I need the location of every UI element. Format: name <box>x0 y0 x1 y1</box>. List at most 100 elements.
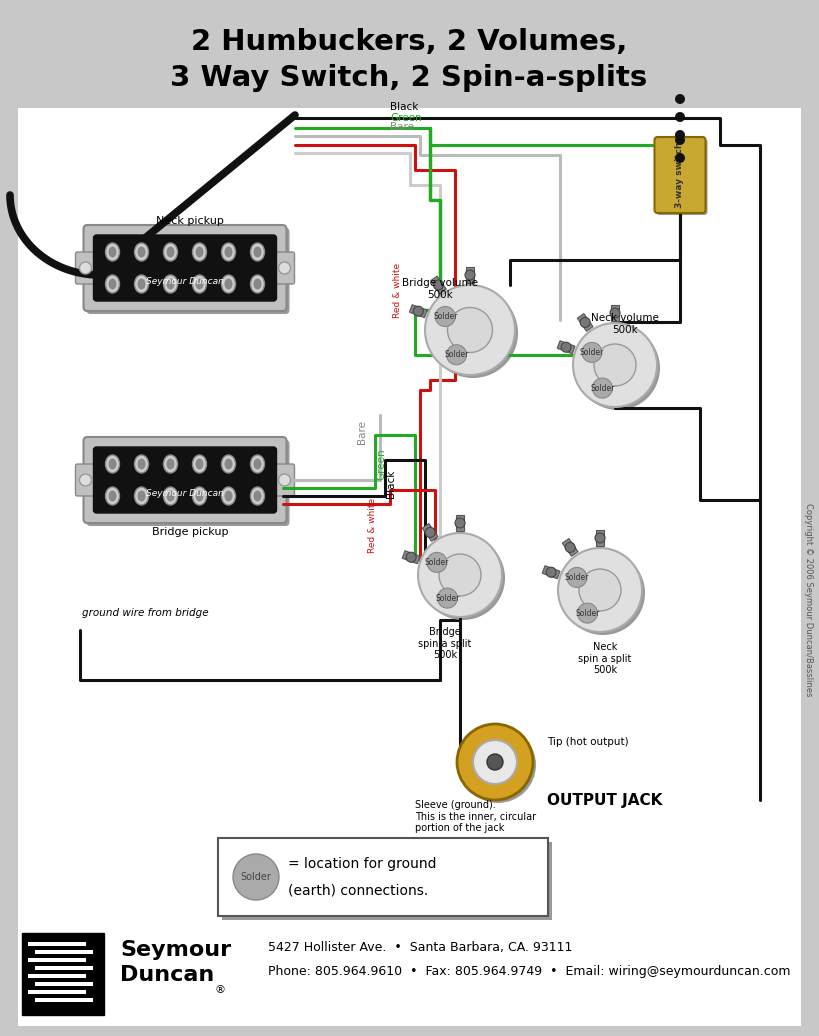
Bar <box>28 958 86 962</box>
Circle shape <box>427 552 447 573</box>
Ellipse shape <box>224 490 233 501</box>
Text: Bridge pickup: Bridge pickup <box>152 527 229 537</box>
Circle shape <box>487 754 503 770</box>
Bar <box>35 982 93 986</box>
Circle shape <box>433 280 443 290</box>
Text: Neck
spin a split
500k: Neck spin a split 500k <box>578 642 631 675</box>
Bar <box>466 267 474 283</box>
Ellipse shape <box>254 279 261 289</box>
Text: 5427 Hollister Ave.  •  Santa Barbara, CA. 93111: 5427 Hollister Ave. • Santa Barbara, CA.… <box>268 942 572 954</box>
Text: Seymour: Seymour <box>120 940 231 960</box>
Bar <box>28 990 86 994</box>
Circle shape <box>460 727 536 803</box>
Ellipse shape <box>192 455 206 473</box>
Circle shape <box>610 308 620 318</box>
Ellipse shape <box>106 487 120 505</box>
FancyBboxPatch shape <box>274 464 295 496</box>
Ellipse shape <box>108 459 116 469</box>
Ellipse shape <box>106 275 120 293</box>
Circle shape <box>546 568 556 577</box>
Bar <box>218 838 548 916</box>
Text: ®: ® <box>215 985 226 995</box>
Bar <box>410 305 428 318</box>
Ellipse shape <box>166 490 174 501</box>
Ellipse shape <box>108 247 116 258</box>
Circle shape <box>465 270 475 280</box>
Circle shape <box>675 130 685 140</box>
Text: OUTPUT JACK: OUTPUT JACK <box>547 793 663 807</box>
Ellipse shape <box>251 455 265 473</box>
Bar <box>456 515 464 531</box>
Text: Solder: Solder <box>590 383 614 393</box>
Circle shape <box>580 317 590 327</box>
Ellipse shape <box>164 275 178 293</box>
Bar <box>542 566 560 579</box>
Text: Bridge
spin a split
500k: Bridge spin a split 500k <box>419 627 472 660</box>
Text: Seymour Duncan: Seymour Duncan <box>146 278 224 287</box>
Text: Bare: Bare <box>357 420 367 444</box>
Bar <box>577 314 593 332</box>
Circle shape <box>579 569 621 611</box>
Bar <box>596 530 604 546</box>
Ellipse shape <box>254 459 261 469</box>
Ellipse shape <box>251 275 265 293</box>
Text: Solder: Solder <box>425 558 449 567</box>
Ellipse shape <box>254 247 261 258</box>
Ellipse shape <box>192 243 206 261</box>
Text: Duncan: Duncan <box>120 965 215 985</box>
Ellipse shape <box>224 459 233 469</box>
Text: Solder: Solder <box>580 348 604 356</box>
Text: Neck pickup: Neck pickup <box>156 215 224 226</box>
Circle shape <box>446 345 467 365</box>
Circle shape <box>675 112 685 122</box>
Ellipse shape <box>196 459 203 469</box>
Ellipse shape <box>196 247 203 258</box>
Bar <box>35 998 93 1002</box>
Circle shape <box>561 551 645 635</box>
Ellipse shape <box>254 490 261 501</box>
Circle shape <box>675 135 685 145</box>
Circle shape <box>561 342 571 352</box>
FancyBboxPatch shape <box>93 447 277 513</box>
Circle shape <box>576 326 660 410</box>
Ellipse shape <box>138 490 146 501</box>
Circle shape <box>565 543 575 552</box>
Ellipse shape <box>221 455 236 473</box>
Text: (earth) connections.: (earth) connections. <box>288 884 428 898</box>
FancyBboxPatch shape <box>75 464 96 496</box>
Circle shape <box>428 288 518 378</box>
FancyBboxPatch shape <box>654 137 705 213</box>
FancyBboxPatch shape <box>87 440 289 526</box>
Ellipse shape <box>134 243 148 261</box>
FancyBboxPatch shape <box>657 139 708 215</box>
Ellipse shape <box>134 455 148 473</box>
Circle shape <box>675 153 685 163</box>
Circle shape <box>595 533 605 543</box>
Bar <box>222 842 552 920</box>
Text: Solder: Solder <box>565 573 589 582</box>
Ellipse shape <box>166 279 174 289</box>
Bar <box>563 539 578 556</box>
Text: Solder: Solder <box>575 608 600 617</box>
Text: Black: Black <box>390 102 419 112</box>
Text: 3 Way Switch, 2 Spin-a-splits: 3 Way Switch, 2 Spin-a-splits <box>170 64 648 92</box>
Text: 2 Humbuckers, 2 Volumes,: 2 Humbuckers, 2 Volumes, <box>191 28 627 56</box>
Circle shape <box>425 285 515 375</box>
Text: Red & white: Red & white <box>368 498 377 553</box>
Circle shape <box>447 308 492 352</box>
Ellipse shape <box>221 243 236 261</box>
Bar <box>28 942 86 946</box>
Text: Seymour Duncan: Seymour Duncan <box>146 489 224 498</box>
Circle shape <box>414 307 423 316</box>
Ellipse shape <box>138 459 146 469</box>
Circle shape <box>435 307 455 326</box>
Bar <box>557 341 575 353</box>
Ellipse shape <box>138 247 146 258</box>
Ellipse shape <box>196 490 203 501</box>
Text: Neck volume
500k: Neck volume 500k <box>591 313 659 335</box>
Circle shape <box>573 323 657 407</box>
Ellipse shape <box>221 275 236 293</box>
Ellipse shape <box>108 490 116 501</box>
Bar <box>402 551 420 564</box>
Text: Black: Black <box>386 470 396 498</box>
